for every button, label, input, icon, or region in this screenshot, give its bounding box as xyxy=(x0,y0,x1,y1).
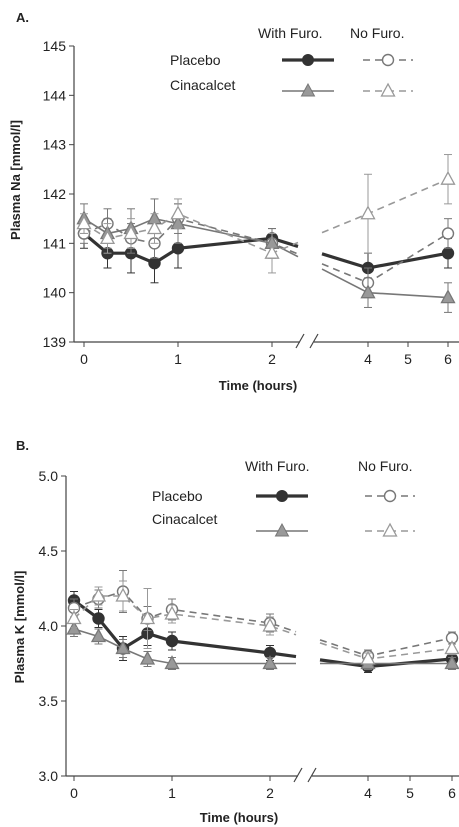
panel-b-ylabel: Plasma K [mmol/l] xyxy=(12,571,27,684)
panel-b-legend-cinacalcet: Cinacalcet xyxy=(152,511,217,527)
panel-b-series-line xyxy=(319,642,453,660)
panel-b-series-line xyxy=(319,637,453,657)
panel-b-y-tick-label: 5.0 xyxy=(39,468,59,484)
panel-b-data-point xyxy=(444,655,459,670)
panel-b-data-point xyxy=(139,610,156,625)
panel-a-y-tick-label: 139 xyxy=(43,334,67,350)
panel-a-data-point xyxy=(441,246,455,260)
panel-a-legend-symbols xyxy=(282,53,413,97)
panel-a-series-line xyxy=(321,268,449,299)
panel-a-legend-header-no: No Furo. xyxy=(350,25,404,41)
panel-b-series-line xyxy=(73,628,296,665)
panel-b-data-point xyxy=(92,612,105,625)
panel-b-legend-marker xyxy=(276,490,288,502)
panel-a-data-point xyxy=(360,284,376,299)
panel-a-legend-marker xyxy=(300,82,316,97)
panel-b-legend-marker xyxy=(383,489,397,503)
panel-a-axis-break-mark xyxy=(309,333,319,349)
panel-b: B. Plasma K [mmol/l] Time (hours) With F… xyxy=(12,438,459,825)
panel-a-legend-marker xyxy=(380,82,396,97)
panel-b-data-point xyxy=(360,650,376,665)
panel-b-legend-marker xyxy=(274,522,290,537)
panel-a-legend: With Furo. No Furo. Placebo Cinacalcet xyxy=(170,25,404,93)
panel-b-axis-break-mark xyxy=(307,767,317,783)
panel-b-axis-break-mark xyxy=(293,767,303,783)
panel-a-data-point xyxy=(264,244,280,259)
panel-b-data-point xyxy=(66,610,82,625)
panel-a-data-point xyxy=(440,289,456,304)
panel-a-legend-marker xyxy=(381,53,395,67)
panel-a-legend-placebo: Placebo xyxy=(170,52,221,68)
panel-a-y-tick-label: 145 xyxy=(43,38,67,54)
panel-a-legend-header-with: With Furo. xyxy=(258,25,323,41)
panel-b-data-point xyxy=(262,655,278,670)
panel-b-data-point xyxy=(115,640,131,655)
panel-a-y-tick-label: 142 xyxy=(43,186,67,202)
panel-b-data-point xyxy=(165,634,179,648)
panel-a-data-point xyxy=(440,170,456,185)
panel-a-data-point xyxy=(170,205,186,220)
panel-a-y-tick-label: 143 xyxy=(43,137,67,153)
panel-b-series-3 xyxy=(66,580,459,666)
panel-a-series-3 xyxy=(76,154,456,274)
panel-b-series-0 xyxy=(67,591,459,673)
panel-a-legend-cinacalcet: Cinacalcet xyxy=(170,77,235,93)
panel-a-x-tick-label: 6 xyxy=(444,351,452,367)
panel-b-xlabel: Time (hours) xyxy=(200,810,279,825)
panel-b-legend-header-with: With Furo. xyxy=(245,458,310,474)
panel-a-label: A. xyxy=(16,10,29,25)
panel-b-series-2 xyxy=(66,620,459,670)
panel-b-legend-placebo: Placebo xyxy=(152,488,203,504)
panel-a-data-point xyxy=(171,242,185,255)
panel-a-x-tick-label: 2 xyxy=(268,351,276,367)
panel-b-data-point xyxy=(115,587,131,602)
panel-a-legend-marker xyxy=(302,54,314,66)
panel-a-data-point xyxy=(146,220,163,235)
panel-b-legend-symbols xyxy=(256,489,415,537)
panel-a-data-point xyxy=(99,230,116,245)
panel-a-data-point xyxy=(360,205,376,220)
panel-a-data-point xyxy=(76,215,92,230)
panel-b-data-point xyxy=(164,605,180,620)
panel-b-label: B. xyxy=(16,438,29,453)
panel-a-data-point xyxy=(148,256,161,270)
panel-b-x-tick-label: 0 xyxy=(70,785,78,801)
panel-b-data-point xyxy=(90,628,107,643)
panel-a-series-line xyxy=(321,178,449,234)
panel-a-x-tick-label: 5 xyxy=(404,351,412,367)
panel-b-x-tick-label: 5 xyxy=(406,785,414,801)
panel-a-y-tick-label: 140 xyxy=(43,285,67,301)
panel-b-y-tick-label: 3.0 xyxy=(39,768,59,784)
panel-b-x-tick-label: 1 xyxy=(168,785,176,801)
panel-b-legend-header-no: No Furo. xyxy=(358,458,412,474)
panel-b-legend: With Furo. No Furo. Placebo Cinacalcet xyxy=(152,458,412,527)
panel-a-series-line xyxy=(321,251,449,270)
panel-a-x-tick-label: 0 xyxy=(80,351,88,367)
panel-b-data-point xyxy=(90,587,107,602)
panel-b-data-point xyxy=(139,650,156,665)
panel-a-y-tick-label: 141 xyxy=(43,235,67,251)
panel-a-data-point xyxy=(123,225,139,240)
panel-b-y-tick-label: 4.5 xyxy=(39,543,59,559)
panel-a-x-tick-label: 1 xyxy=(174,351,182,367)
panel-a-xlabel: Time (hours) xyxy=(219,378,298,393)
panel-b-x-tick-label: 6 xyxy=(448,785,456,801)
panel-a: A. Plasma Na [mmol/l] Time (hours) With … xyxy=(8,10,459,393)
panel-a-axis-break-mark xyxy=(295,333,305,349)
panel-b-y-tick-label: 4.0 xyxy=(39,618,59,634)
panel-b-data-point xyxy=(262,617,278,632)
panel-b-x-tick-label: 4 xyxy=(364,785,372,801)
panel-b-x-tick-label: 2 xyxy=(266,785,274,801)
panel-b-y-tick-label: 3.5 xyxy=(39,693,59,709)
panel-a-data-point xyxy=(441,227,455,240)
panel-a-x-tick-label: 4 xyxy=(364,351,372,367)
panel-a-y-tick-label: 144 xyxy=(43,87,67,103)
panel-b-legend-marker xyxy=(382,522,398,537)
panel-b-data-point xyxy=(444,640,459,655)
panel-b-data-point xyxy=(164,655,180,670)
panel-b-series-line xyxy=(73,599,297,659)
panel-a-ylabel: Plasma Na [mmol/l] xyxy=(8,120,23,240)
